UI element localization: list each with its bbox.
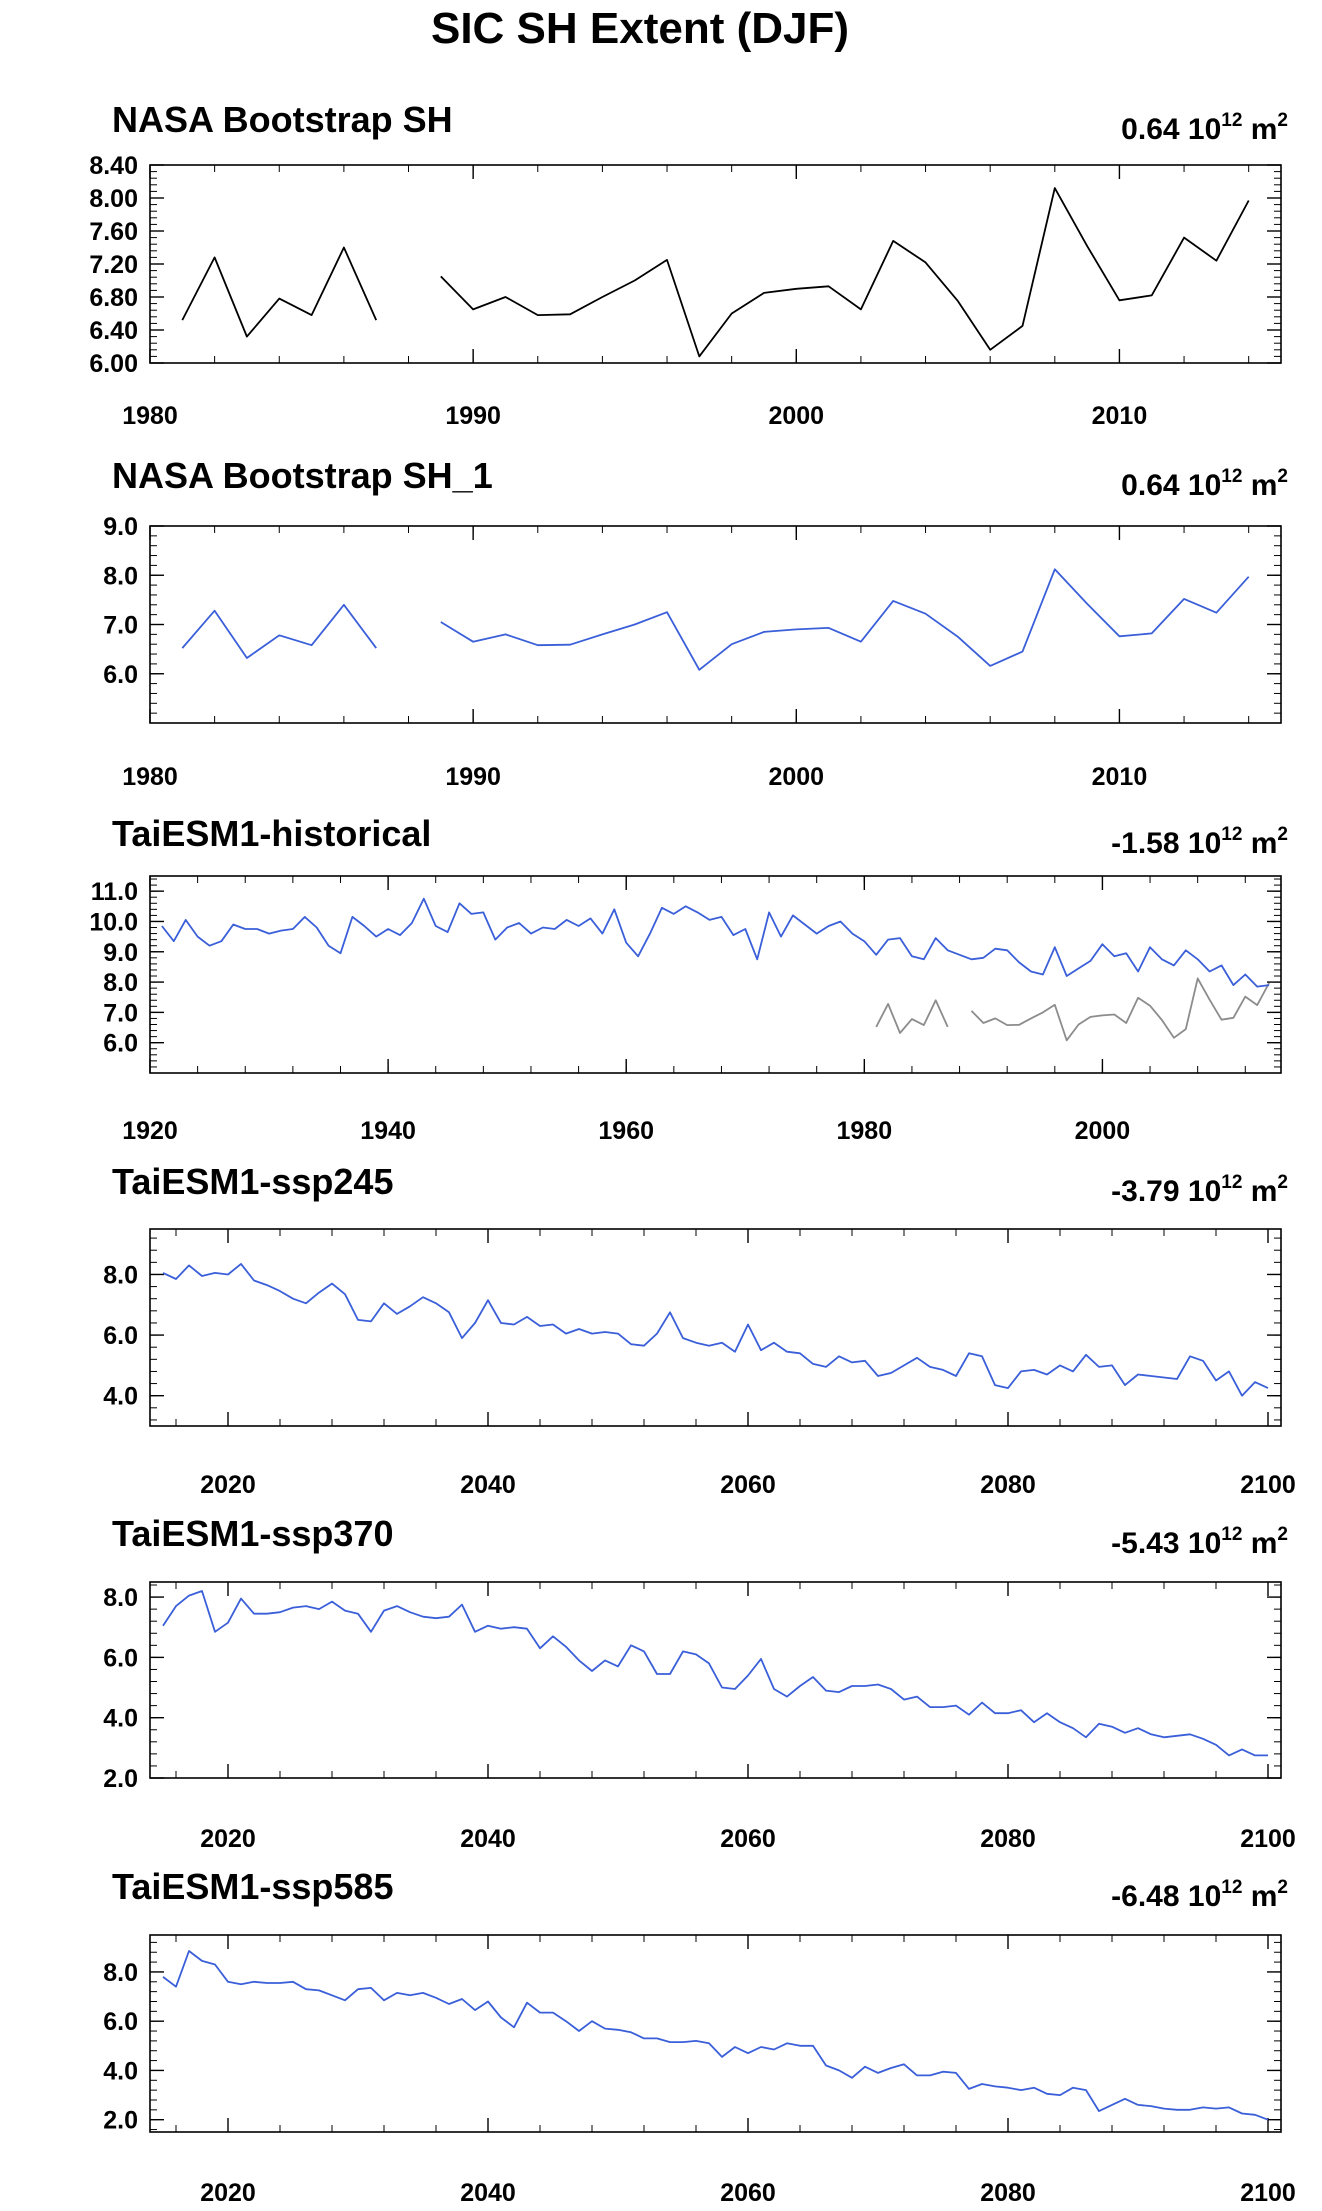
figure-title: SIC SH Extent (DJF)	[430, 4, 850, 53]
x-tick-label: 2100	[1240, 2179, 1296, 2207]
y-tick-label: 7.0	[103, 999, 138, 1027]
y-tick-label: 6.0	[103, 1030, 138, 1058]
trend-label: -3.79 1012 m2	[1111, 1172, 1288, 1208]
chart-panel-1: NASA Bootstrap SH 0.64 1012 m2 6.00 6.40 6.8…	[89, 99, 1288, 430]
x-tick-label: 1980	[122, 763, 178, 791]
x-tick-label: 2000	[1075, 1117, 1131, 1145]
y-tick-label: 6.00	[89, 350, 138, 378]
x-tick-label: 2060	[720, 2179, 776, 2207]
y-tick-label: 2.0	[103, 1765, 138, 1793]
y-tick-label: 6.0	[103, 1644, 138, 1672]
chart-panel-6: TaiESM1-ssp585 -6.48 1012 m2 2.0 4.0 6.0 8.0 2…	[103, 1866, 1296, 2207]
y-tick-label: 7.60	[89, 218, 138, 246]
y-tick-label: 6.40	[89, 317, 138, 345]
y-tick-label: 7.20	[89, 251, 138, 279]
x-tick-label: 2000	[768, 763, 824, 791]
x-tick-label: 2100	[1240, 1825, 1296, 1853]
trend-label: -6.48 1012 m2	[1111, 1877, 1288, 1913]
chart-panel-4: TaiESM1-ssp245 -3.79 1012 m2 4.0 6.0 8.0 2020…	[103, 1161, 1296, 1499]
series-line-2	[875, 977, 1270, 1042]
panel-title: TaiESM1-ssp245	[112, 1161, 393, 1202]
x-tick-label: 1980	[837, 1117, 893, 1145]
x-tick-label: 2040	[460, 1825, 516, 1853]
series-line-1	[162, 1590, 1268, 1757]
x-tick-label: 1920	[122, 1117, 178, 1145]
y-tick-label: 8.40	[89, 152, 138, 180]
y-tick-label: 10.0	[89, 908, 138, 936]
plot-frame	[149, 1228, 1282, 1427]
x-tick-label: 2080	[980, 2179, 1036, 2207]
series-line-1	[161, 897, 1270, 988]
y-tick-label: 9.0	[103, 513, 138, 541]
x-tick-label: 2020	[200, 1471, 256, 1499]
plot-frame	[149, 525, 1282, 724]
x-tick-label: 2020	[200, 2179, 256, 2207]
x-tick-label: 2060	[720, 1825, 776, 1853]
y-tick-label: 6.80	[89, 284, 138, 312]
chart-panel-5: TaiESM1-ssp370 -5.43 1012 m2 2.0 4.0 6.0 8.0 2…	[103, 1513, 1296, 1853]
y-tick-label: 8.0	[103, 1261, 138, 1289]
x-tick-label: 2080	[980, 1471, 1036, 1499]
y-tick-label: 8.0	[103, 969, 138, 997]
y-tick-label: 2.0	[103, 2107, 138, 2135]
y-tick-label: 4.0	[103, 1705, 138, 1733]
y-tick-label: 8.0	[103, 562, 138, 590]
x-tick-label: 2010	[1092, 402, 1148, 430]
y-tick-label: 6.0	[103, 661, 138, 689]
plot-frame	[149, 164, 1282, 364]
x-tick-label: 2060	[720, 1471, 776, 1499]
series-line-1	[181, 187, 1250, 358]
y-tick-label: 4.0	[103, 2057, 138, 2085]
y-tick-label: 8.0	[103, 1959, 138, 1987]
x-tick-label: 2080	[980, 1825, 1036, 1853]
x-tick-label: 2040	[460, 2179, 516, 2207]
panel-title: TaiESM1-ssp585	[112, 1866, 393, 1907]
panel-title: NASA Bootstrap SH_1	[112, 455, 493, 496]
x-tick-label: 2020	[200, 1825, 256, 1853]
x-tick-label: 2040	[460, 1471, 516, 1499]
x-tick-label: 2010	[1092, 763, 1148, 791]
trend-label: 0.64 1012 m2	[1121, 110, 1288, 146]
chart-panel-2: NASA Bootstrap SH_1 0.64 1012 m2 6.0 7.0 8.0…	[103, 455, 1288, 791]
y-tick-label: 6.0	[103, 2008, 138, 2036]
x-tick-label: 1940	[360, 1117, 416, 1145]
series-line-1	[181, 568, 1250, 671]
series-line-1	[162, 1950, 1269, 2121]
y-tick-label: 9.0	[103, 939, 138, 967]
series-line-1	[162, 1263, 1269, 1397]
x-tick-label: 1960	[598, 1117, 654, 1145]
panel-title: TaiESM1-historical	[112, 813, 431, 854]
plot-frame	[149, 1581, 1282, 1779]
trend-label: -5.43 1012 m2	[1111, 1524, 1288, 1560]
trend-label: -1.58 1012 m2	[1111, 824, 1288, 860]
x-tick-label: 1990	[445, 763, 501, 791]
chart-panel-3: TaiESM1-historical -1.58 1012 m2 6.0 7.08.0…	[89, 813, 1288, 1145]
y-tick-label: 7.0	[103, 612, 138, 640]
y-tick-label: 8.00	[89, 185, 138, 213]
x-tick-label: 1990	[445, 402, 501, 430]
trend-label: 0.64 1012 m2	[1121, 466, 1288, 502]
plot-frame	[149, 1934, 1282, 2133]
y-tick-label: 11.0	[91, 878, 138, 906]
y-tick-label: 8.0	[103, 1584, 138, 1612]
panel-title: NASA Bootstrap SH	[112, 99, 453, 140]
x-tick-label: 2000	[768, 402, 824, 430]
plot-frame	[149, 875, 1282, 1074]
y-tick-label: 6.0	[103, 1322, 138, 1350]
panel-title: TaiESM1-ssp370	[112, 1513, 393, 1554]
x-tick-label: 1980	[122, 402, 178, 430]
x-tick-label: 2100	[1240, 1471, 1296, 1499]
y-tick-label: 4.0	[103, 1383, 138, 1411]
